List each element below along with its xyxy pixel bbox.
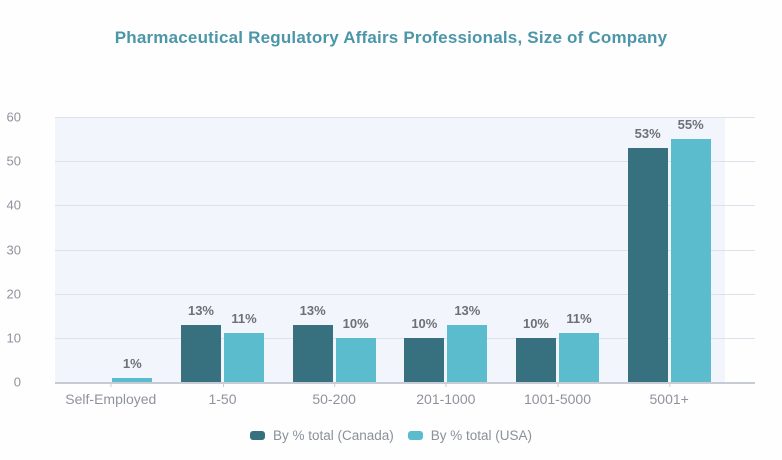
bar-value-label: 1%: [122, 355, 142, 371]
legend-swatch: [407, 431, 423, 440]
bar-value-label: 53%: [634, 125, 661, 141]
bar-group: 13% 11%: [167, 117, 279, 382]
y-axis-tick-label: 30: [6, 242, 21, 257]
y-axis-tick-label: 0: [13, 374, 21, 390]
legend-label: By % total (USA): [430, 428, 533, 443]
bar-group: 13% 10%: [278, 117, 390, 382]
bar-value-label: 11%: [566, 311, 592, 327]
bar: 11%: [558, 311, 599, 382]
y-axis-tick-label: 10: [6, 330, 21, 346]
y-axis-tick-label: 50: [6, 153, 21, 169]
bar: 10%: [335, 316, 376, 382]
gridline: [55, 161, 755, 163]
bar: 10%: [404, 316, 445, 382]
bar-value-label: 13%: [187, 302, 214, 318]
legend-label: By % total (Canada): [272, 428, 394, 443]
gridline: [55, 117, 755, 118]
y-axis-tick-label: 60: [6, 109, 21, 125]
x-axis-label: 201-1000: [416, 382, 475, 407]
bar: 1%: [112, 356, 153, 382]
x-axis-label: 50-200: [312, 382, 356, 407]
x-axis-label: Self-Employed: [65, 382, 156, 407]
bar: 11%: [223, 311, 264, 382]
bar-value-label: 13%: [299, 302, 326, 318]
legend-item: By % total (Canada): [249, 428, 394, 443]
legend-item: By % total (USA): [407, 428, 533, 443]
bar-group: 10% 11%: [502, 117, 614, 382]
y-axis-tick-label: 20: [6, 286, 21, 302]
x-axis-label: 1-50: [208, 382, 237, 407]
y-axis-tick-label: 40: [6, 197, 21, 213]
bar-value-label: 13%: [454, 302, 481, 318]
x-axis-label: 1001-5000: [524, 382, 591, 407]
bars-layer: 1% 13% 11% 13% 10% 10% 13% 10% 11% 53% 55%: [55, 117, 725, 382]
bar-value-label: 10%: [522, 315, 549, 331]
bar: 53%: [627, 126, 668, 382]
bar: 55%: [670, 117, 711, 382]
bar-group: 53% 55%: [613, 117, 725, 382]
bar: 10%: [515, 316, 556, 382]
bar-value-label: 11%: [231, 311, 257, 327]
bar-group: 10% 13%: [390, 117, 502, 382]
legend-swatch: [249, 431, 265, 440]
gridline: [55, 249, 755, 251]
bar: 13%: [180, 303, 221, 382]
bar: 13%: [447, 303, 488, 382]
bar-value-label: 55%: [677, 117, 704, 133]
x-axis-label: 5001+: [649, 382, 689, 407]
bar-value-label: 10%: [342, 315, 369, 331]
x-axis-line: [55, 382, 755, 384]
bar: 13%: [292, 303, 333, 382]
gridline: [55, 205, 755, 207]
gridline: [55, 293, 755, 295]
chart-title: Pharmaceutical Regulatory Affairs Profes…: [114, 28, 668, 47]
bar-value-label: 10%: [411, 315, 438, 331]
legend: By % total (Canada) By % total (USA): [0, 428, 782, 443]
bar-group: 1%: [55, 117, 167, 382]
